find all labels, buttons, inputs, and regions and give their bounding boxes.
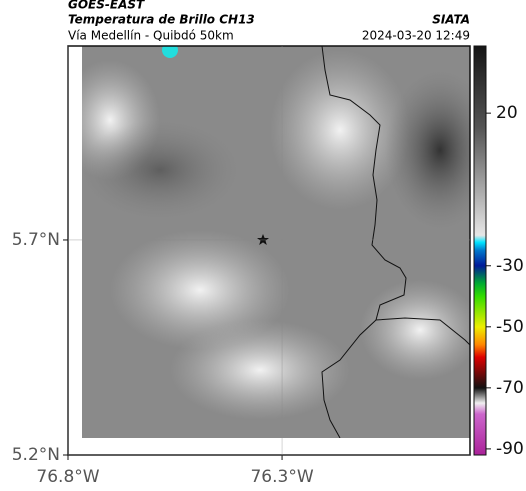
city-marker	[257, 234, 269, 245]
lon-tick-label: 76.3°W	[250, 467, 313, 487]
lat-tick-label: 5.7°N	[12, 230, 60, 250]
colorbar-tick-label: 20	[496, 103, 518, 123]
colorbar-tick-label: -30	[496, 256, 524, 276]
product: Temperatura de Brillo CH13	[68, 13, 255, 27]
lon-tick-label: 76.8°W	[36, 467, 99, 487]
source: GOES-EAST	[68, 0, 145, 12]
datetime: 2024-03-20 12:49	[362, 29, 470, 43]
brand: SIATA	[432, 13, 470, 27]
colorbar-tick-label: -50	[496, 317, 524, 337]
colorbar-tick-label: -90	[496, 439, 524, 459]
lat-tick-label: 5.2°N	[12, 445, 60, 465]
colorbar-tick-label: -70	[496, 378, 524, 398]
region: Vía Medellín - Quibdó 50km	[68, 29, 234, 43]
colorbar	[473, 45, 487, 456]
satellite-image	[82, 46, 470, 438]
